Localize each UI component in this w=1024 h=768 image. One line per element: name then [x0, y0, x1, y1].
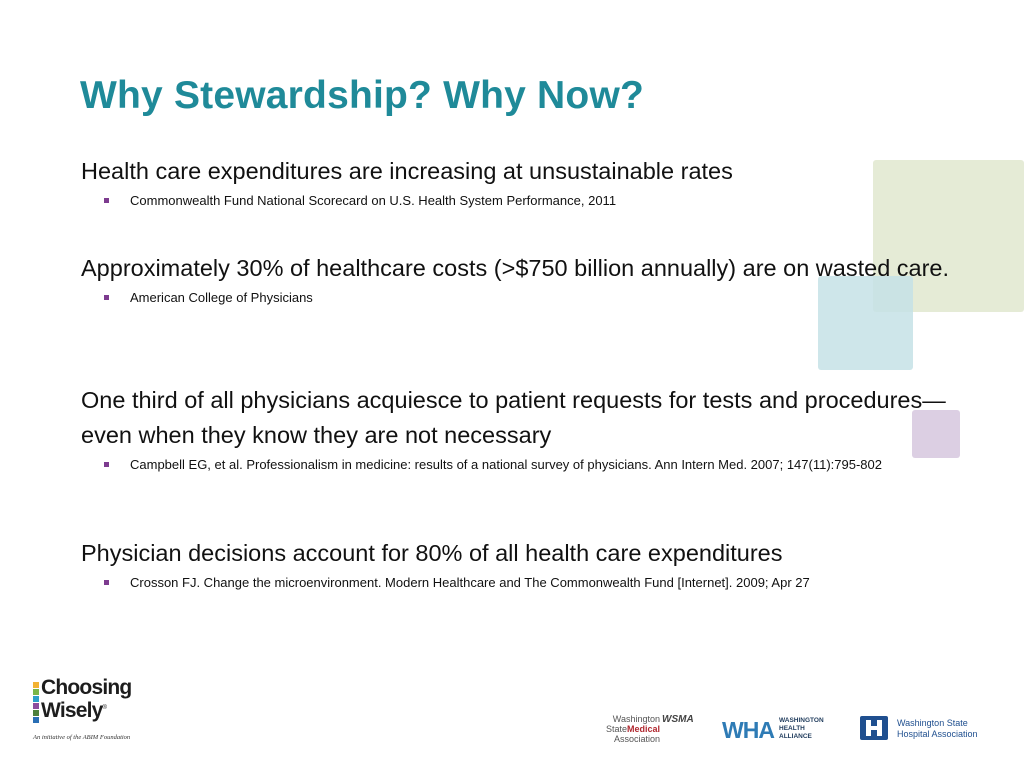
bullet-icon [104, 198, 109, 203]
content-item: Health care expenditures are increasing … [81, 154, 961, 211]
color-squares-icon [33, 682, 39, 724]
item-heading: Health care expenditures are increasing … [81, 158, 733, 184]
citation-text: Commonwealth Fund National Scorecard on … [130, 193, 617, 208]
slide-title: Why Stewardship? Why Now? [80, 74, 645, 117]
item-citation: Crosson FJ. Change the microenvironment.… [81, 573, 961, 593]
wha-mark: WHA [722, 717, 775, 743]
decorative-teal-square [818, 276, 913, 370]
wsma-logo: Washington StateMedical Association WSMA [598, 714, 694, 746]
citation-text: Campbell EG, et al. Professionalism in m… [130, 457, 882, 472]
item-citation: American College of Physicians [81, 288, 961, 308]
wsma-mark: WSMA [662, 714, 694, 725]
content-item: Physician decisions account for 80% of a… [81, 536, 961, 593]
citation-text: Crosson FJ. Change the microenvironment.… [130, 575, 810, 590]
choosing-wisely-tagline: An initiative of the ABIM Foundation [33, 734, 131, 741]
item-heading: One third of all physicians acquiesce to… [81, 387, 946, 448]
wsha-h-icon [860, 716, 888, 740]
choosing-wisely-wordmark: Choosing Wisely® [41, 676, 132, 722]
decorative-purple-square [912, 410, 960, 458]
bullet-icon [104, 580, 109, 585]
wsha-wordmark: Washington State Hospital Association [897, 718, 978, 739]
citation-text: American College of Physicians [130, 290, 313, 305]
bullet-icon [104, 462, 109, 467]
wha-wordmark: WASHINGTON HEALTH ALLIANCE [779, 717, 824, 740]
choosing-wisely-logo: Choosing Wisely® An initiative of the AB… [33, 676, 153, 745]
wsha-logo: Washington State Hospital Association [860, 715, 995, 743]
item-heading: Approximately 30% of healthcare costs (>… [81, 255, 950, 281]
item-heading: Physician decisions account for 80% of a… [81, 540, 783, 566]
item-citation: Campbell EG, et al. Professionalism in m… [81, 455, 961, 475]
content-item: One third of all physicians acquiesce to… [81, 383, 961, 475]
wha-logo: WHA WASHINGTON HEALTH ALLIANCE [722, 715, 837, 743]
item-citation: Commonwealth Fund National Scorecard on … [81, 191, 961, 211]
content-item: Approximately 30% of healthcare costs (>… [81, 251, 961, 308]
bullet-icon [104, 295, 109, 300]
wsma-wordmark: Washington StateMedical Association [605, 714, 660, 744]
